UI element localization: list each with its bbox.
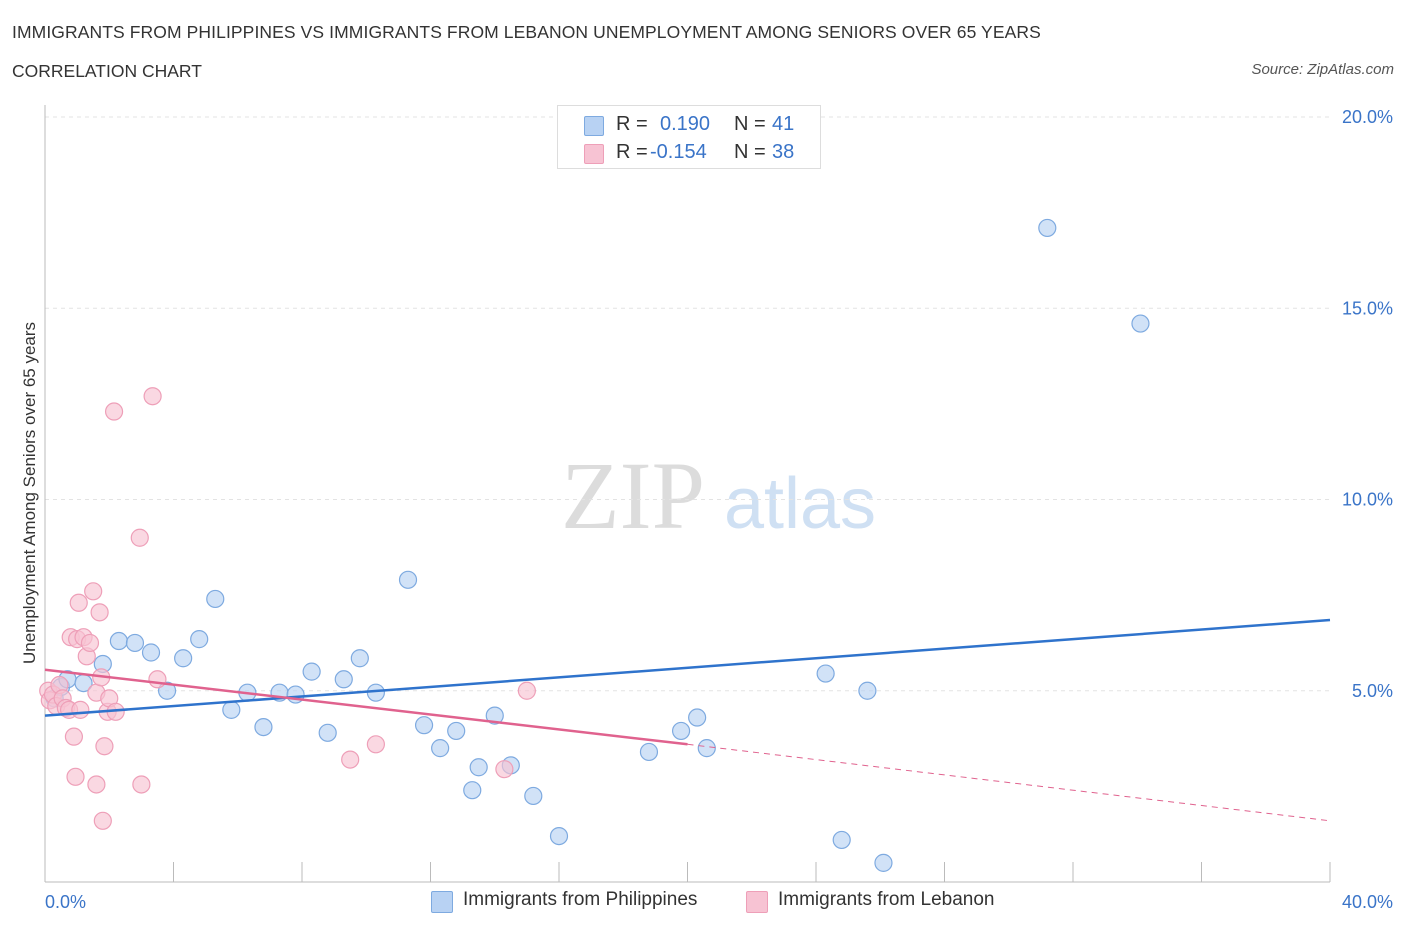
philippines-point bbox=[318, 723, 337, 742]
philippines-point bbox=[431, 739, 450, 758]
x-tick-label: 40.0% bbox=[1342, 892, 1393, 912]
legend-n-label: N = bbox=[734, 113, 766, 135]
philippines-point bbox=[174, 649, 193, 668]
watermark-zip: ZIP bbox=[561, 442, 705, 549]
chart-title: IMMIGRANTS FROM PHILIPPINES VS IMMIGRANT… bbox=[12, 22, 1041, 42]
philippines-point bbox=[190, 630, 209, 649]
lebanon-series bbox=[39, 387, 536, 830]
y-tick-label: 20.0% bbox=[1342, 107, 1393, 127]
lebanon-point bbox=[71, 700, 90, 719]
lebanon-point bbox=[366, 735, 385, 754]
lebanon-point bbox=[132, 775, 151, 794]
legend-swatch-lebanon bbox=[584, 144, 604, 164]
philippines-point bbox=[414, 716, 434, 735]
philippines-point bbox=[398, 570, 418, 589]
lebanon-point bbox=[517, 681, 536, 700]
philippines-point bbox=[206, 589, 225, 609]
source-note: Source: ZipAtlas.com bbox=[1251, 61, 1394, 78]
philippines-point bbox=[671, 721, 691, 741]
legend-n-label: N = bbox=[734, 141, 766, 163]
philippines-point bbox=[254, 717, 273, 737]
legend-r-value-lebanon: -0.154 bbox=[650, 141, 707, 163]
lebanon-point bbox=[95, 737, 114, 756]
lebanon-point bbox=[143, 387, 162, 406]
philippines-trend-line bbox=[44, 618, 1331, 717]
lebanon-point bbox=[104, 402, 124, 421]
correlation-legend: R = 0.190 N = 41 R = -0.154 N = 38 bbox=[557, 105, 821, 169]
lebanon-point bbox=[69, 593, 88, 612]
philippines-point bbox=[334, 670, 353, 689]
philippines-point bbox=[1038, 218, 1057, 238]
philippines-point bbox=[832, 830, 851, 850]
lebanon-point bbox=[93, 811, 112, 830]
lebanon-point bbox=[495, 760, 514, 779]
lebanon-point bbox=[84, 582, 103, 601]
philippines-point bbox=[125, 633, 145, 653]
philippines-point bbox=[469, 758, 488, 777]
lebanon-point bbox=[66, 767, 85, 786]
philippines-point bbox=[222, 700, 241, 719]
legend-r-label: R = bbox=[616, 113, 648, 135]
philippines-point bbox=[549, 826, 569, 846]
x-tick-label: 0.0% bbox=[45, 892, 86, 912]
bottom-legend-swatch-philippines bbox=[431, 891, 453, 913]
philippines-point bbox=[302, 662, 321, 681]
lebanon-trend-extension bbox=[687, 743, 1331, 822]
philippines-point bbox=[1131, 314, 1150, 333]
legend-swatch-philippines bbox=[584, 116, 604, 136]
legend-r-label: R = bbox=[616, 141, 648, 163]
legend-n-value-lebanon: 38 bbox=[772, 141, 795, 163]
lebanon-point bbox=[90, 603, 109, 622]
lebanon-point bbox=[80, 633, 100, 653]
philippines-point bbox=[141, 643, 161, 662]
lebanon-trend-line bbox=[44, 668, 688, 746]
lebanon-point bbox=[341, 750, 360, 769]
philippines-point bbox=[639, 742, 659, 762]
philippines-point bbox=[874, 853, 893, 872]
lebanon-point bbox=[148, 670, 167, 689]
philippines-point bbox=[463, 781, 482, 800]
watermark-atlas: atlas bbox=[724, 464, 876, 544]
philippines-point bbox=[816, 664, 835, 683]
philippines-point bbox=[858, 681, 877, 700]
legend-r-value-philippines: 0.190 bbox=[660, 113, 711, 135]
y-tick-label: 5.0% bbox=[1352, 681, 1393, 701]
chart-subtitle: CORRELATION CHART bbox=[12, 61, 202, 81]
lebanon-point bbox=[87, 775, 106, 794]
philippines-point bbox=[447, 721, 466, 741]
philippines-point bbox=[697, 739, 716, 758]
lebanon-point bbox=[64, 727, 84, 746]
legend-n-value-philippines: 41 bbox=[772, 113, 795, 135]
philippines-point bbox=[350, 649, 369, 668]
philippines-point bbox=[688, 708, 707, 727]
philippines-point bbox=[109, 631, 128, 651]
y-tick-label: 15.0% bbox=[1342, 298, 1393, 318]
lebanon-point bbox=[130, 528, 149, 547]
philippines-point bbox=[485, 706, 504, 725]
philippines-point bbox=[524, 786, 543, 806]
bottom-legend-swatch-lebanon bbox=[746, 891, 768, 913]
bottom-legend-label-philippines: Immigrants from Philippines bbox=[463, 889, 698, 910]
bottom-legend-label-lebanon: Immigrants from Lebanon bbox=[778, 889, 995, 910]
y-tick-label: 10.0% bbox=[1342, 490, 1393, 510]
